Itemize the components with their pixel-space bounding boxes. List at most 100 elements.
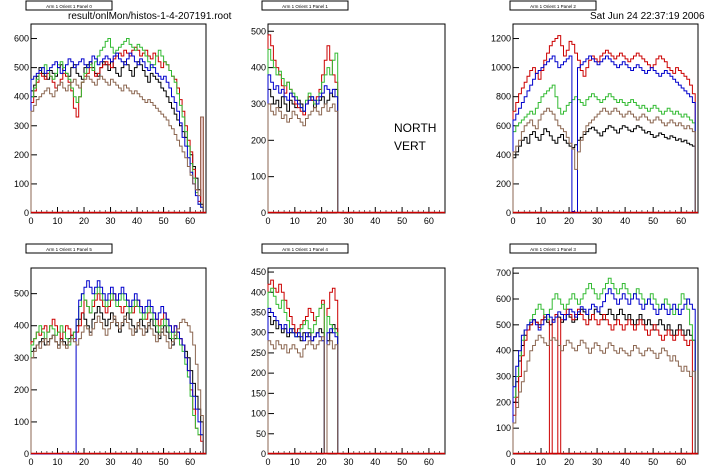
y-tick-label: 1200 bbox=[491, 34, 511, 44]
x-tick-label: 60 bbox=[185, 457, 195, 467]
y-tick-label: 400 bbox=[14, 92, 29, 102]
x-tick-label: 50 bbox=[159, 216, 169, 226]
y-tick-label: 700 bbox=[496, 268, 511, 278]
panel-title-box bbox=[261, 0, 349, 11]
series-line-1 bbox=[267, 279, 341, 455]
x-tick-label: 40 bbox=[370, 216, 380, 226]
series-line-0 bbox=[512, 125, 696, 213]
x-tick-label: 60 bbox=[424, 216, 434, 226]
y-tick-label: 200 bbox=[251, 135, 266, 145]
x-tick-label: 50 bbox=[159, 457, 169, 467]
x-tick-label: 20 bbox=[79, 216, 89, 226]
plot-frame bbox=[267, 267, 446, 455]
x-tick-label: 30 bbox=[106, 457, 116, 467]
y-tick-label: 600 bbox=[496, 294, 511, 304]
panel-4: Arm 1 Orient 1 Panel 4 0 10 20 30 40 50 60 0 50 10… bbox=[251, 243, 446, 467]
y-tick-label: 450 bbox=[251, 267, 266, 277]
y-tick-label: 400 bbox=[496, 150, 511, 160]
series-line-4 bbox=[30, 75, 204, 213]
x-tick-label: 40 bbox=[620, 216, 630, 226]
x-tick-label: 10 bbox=[536, 216, 546, 226]
x-tick-label: 20 bbox=[317, 457, 327, 467]
y-tick-label: 1000 bbox=[491, 63, 511, 73]
x-tick-label: 60 bbox=[185, 216, 195, 226]
y-tick-label: 0 bbox=[506, 449, 511, 459]
y-tick-label: 350 bbox=[251, 307, 266, 317]
x-tick-label: 30 bbox=[592, 216, 602, 226]
series-line-2 bbox=[30, 286, 204, 454]
x-tick-label: 30 bbox=[343, 457, 353, 467]
y-tick-label: 200 bbox=[496, 179, 511, 189]
x-tick-label: 50 bbox=[648, 457, 658, 467]
north-label: NORTH bbox=[394, 121, 437, 135]
panel-title-box bbox=[261, 243, 349, 254]
panel-title: Arm 1 Orient 1 Panel 3 bbox=[530, 247, 576, 252]
x-tick-label: 60 bbox=[676, 216, 686, 226]
panel-0: Arm 1 Orient 1 Panel 00 10 20 30 40 50 6001002… bbox=[14, 0, 207, 226]
x-tick-label: 60 bbox=[424, 457, 434, 467]
y-tick-label: 100 bbox=[14, 417, 29, 427]
x-tick-label: 10 bbox=[290, 457, 300, 467]
series-line-4 bbox=[267, 103, 341, 214]
y-tick-label: 200 bbox=[14, 150, 29, 160]
series-line-2 bbox=[512, 277, 696, 454]
y-tick-label: 300 bbox=[496, 372, 511, 382]
x-tick-label: 0 bbox=[265, 216, 270, 226]
y-tick-label: 400 bbox=[496, 346, 511, 356]
series-line-4 bbox=[30, 315, 204, 454]
x-tick-label: 0 bbox=[28, 457, 33, 467]
panel-title: Arm 1 Orient 1 Panel 4 bbox=[282, 247, 328, 252]
y-tick-label: 800 bbox=[496, 92, 511, 102]
series-line-4 bbox=[512, 107, 696, 213]
plot-frame bbox=[267, 23, 446, 214]
panel-title-box bbox=[509, 0, 597, 11]
y-tick-label: 50 bbox=[256, 429, 266, 439]
series-line-1 bbox=[267, 34, 341, 214]
y-tick-label: 100 bbox=[14, 179, 29, 189]
y-tick-label: 200 bbox=[14, 385, 29, 395]
y-tick-label: 500 bbox=[14, 289, 29, 299]
x-tick-label: 40 bbox=[132, 457, 142, 467]
y-tick-label: 100 bbox=[251, 409, 266, 419]
y-tick-label: 500 bbox=[496, 320, 511, 330]
y-tick-label: 150 bbox=[251, 388, 266, 398]
panel-1: Arm 1 Orient 1 Panel 1 0 10 20 30 40 50 60 0 100 2… bbox=[251, 0, 446, 226]
x-tick-label: 0 bbox=[28, 216, 33, 226]
series-line-0 bbox=[267, 316, 341, 455]
panel-title: Arm 1 Orient 1 Panel 1 bbox=[282, 4, 328, 9]
y-tick-label: 500 bbox=[251, 26, 266, 36]
y-tick-label: 300 bbox=[251, 328, 266, 338]
series-line-1 bbox=[30, 293, 204, 454]
y-tick-label: 100 bbox=[496, 423, 511, 433]
timestamp-label: Sat Jun 24 22:37:19 2006 bbox=[590, 11, 705, 22]
y-tick-label: 300 bbox=[251, 99, 266, 109]
panel-5: Arm 1 Orient 1 Panel 30 10 20 30 40 50 6001002… bbox=[496, 243, 699, 467]
panel-3: Arm 1 Orient 1 Panel 5 0 10 20 30 40 50 60 0 100 2… bbox=[14, 243, 207, 467]
series-line-1 bbox=[512, 308, 696, 455]
y-tick-label: 0 bbox=[24, 208, 29, 218]
x-tick-label: 0 bbox=[265, 457, 270, 467]
x-tick-label: 20 bbox=[79, 457, 89, 467]
y-tick-label: 250 bbox=[251, 348, 266, 358]
y-tick-label: 200 bbox=[496, 397, 511, 407]
panel-title: Arm 1 Orient 1 Panel 2 bbox=[530, 4, 576, 9]
series-line-2 bbox=[512, 84, 696, 213]
series-line-4 bbox=[267, 336, 341, 455]
series-line-4 bbox=[512, 334, 696, 454]
x-tick-label: 50 bbox=[648, 216, 658, 226]
x-tick-label: 20 bbox=[564, 457, 574, 467]
y-tick-label: 100 bbox=[251, 172, 266, 182]
x-tick-label: 40 bbox=[620, 457, 630, 467]
x-tick-label: 10 bbox=[53, 216, 63, 226]
x-tick-label: 30 bbox=[106, 216, 116, 226]
x-tick-label: 10 bbox=[290, 216, 300, 226]
x-tick-label: 20 bbox=[317, 216, 327, 226]
y-tick-label: 500 bbox=[14, 63, 29, 73]
x-tick-label: 30 bbox=[592, 457, 602, 467]
y-tick-label: 300 bbox=[14, 353, 29, 363]
x-tick-label: 0 bbox=[510, 216, 515, 226]
panel-title: Arm 1 Orient 1 Panel 0 bbox=[46, 4, 92, 9]
series-line-3 bbox=[267, 307, 341, 455]
x-tick-label: 60 bbox=[676, 457, 686, 467]
